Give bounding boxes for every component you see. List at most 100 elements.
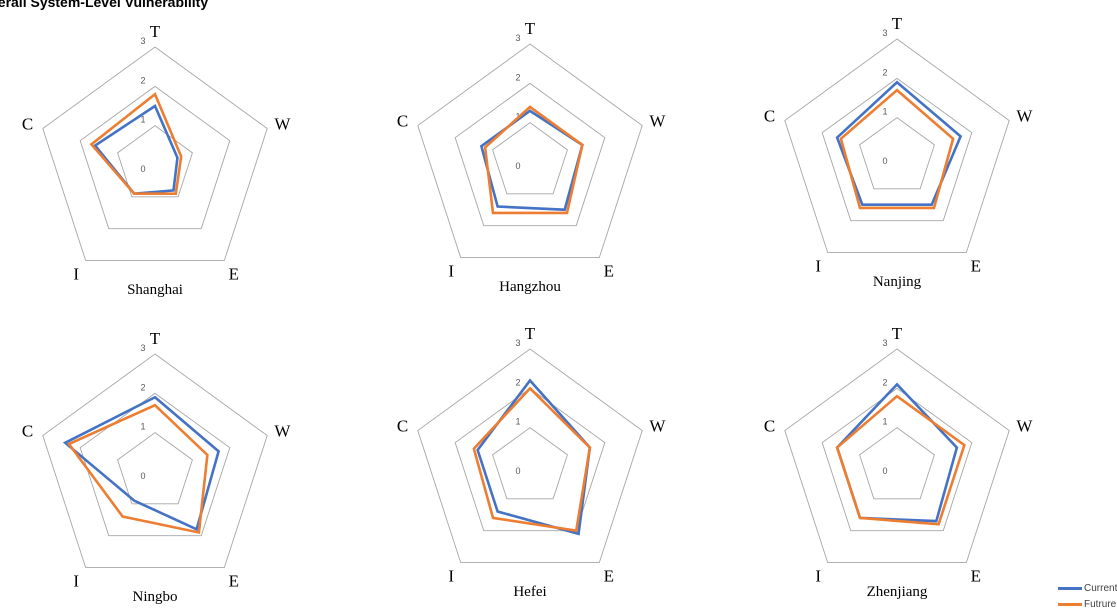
tick-label: 1 bbox=[515, 417, 520, 427]
tick-label: 1 bbox=[140, 422, 145, 432]
legend-line-current bbox=[1058, 586, 1082, 590]
grid-ring bbox=[79, 85, 231, 230]
tick-label: 0 bbox=[515, 161, 520, 171]
series-current bbox=[62, 395, 221, 532]
grid-ring bbox=[821, 77, 973, 222]
axis-label-t: T bbox=[150, 329, 161, 348]
series-current bbox=[479, 109, 584, 212]
city-title: Shanghai bbox=[127, 282, 183, 298]
axis-label-c: C bbox=[22, 422, 33, 441]
axis-label-i: I bbox=[815, 256, 821, 275]
axis-label-i: I bbox=[815, 566, 821, 585]
city-title: Zhenjiang bbox=[867, 584, 928, 600]
grid-ring bbox=[784, 348, 1010, 563]
legend: Current Futrure bbox=[1058, 580, 1117, 612]
axis-label-c: C bbox=[22, 115, 33, 134]
page-title: verall System-Level Vulnerability bbox=[0, 0, 209, 10]
tick-label: 1 bbox=[882, 107, 887, 117]
tick-label: 1 bbox=[882, 417, 887, 427]
legend-label-current: Current bbox=[1084, 582, 1117, 594]
grid-ring bbox=[42, 46, 268, 261]
grid-ring bbox=[417, 43, 643, 258]
axis-label-i: I bbox=[448, 261, 454, 280]
tick-label: 2 bbox=[140, 382, 145, 392]
grid-ring bbox=[492, 122, 568, 195]
tick-label: 2 bbox=[515, 72, 520, 82]
grid-ring bbox=[492, 427, 568, 500]
axis-label-t: T bbox=[525, 19, 536, 38]
grid-ring bbox=[117, 432, 193, 505]
series-futrure bbox=[472, 386, 592, 533]
tick-label: 3 bbox=[882, 338, 887, 348]
radar-chart-zhenjiang: 0 1 2 3 T W E I C Zhenjiang bbox=[764, 324, 1034, 600]
axis-label-w: W bbox=[649, 112, 666, 131]
tick-label: 3 bbox=[515, 33, 520, 43]
series-current bbox=[476, 378, 592, 536]
tick-label: 3 bbox=[140, 36, 145, 46]
series-futrure bbox=[66, 403, 209, 535]
tick-label: 3 bbox=[140, 343, 145, 353]
axis-label-c: C bbox=[397, 417, 408, 436]
axis-label-w: W bbox=[649, 417, 666, 436]
axis-label-t: T bbox=[892, 324, 903, 343]
series-current bbox=[93, 104, 179, 195]
grid-ring bbox=[417, 348, 643, 563]
legend-item-future: Futrure bbox=[1058, 596, 1117, 612]
axis-label-i: I bbox=[73, 264, 79, 283]
grid-ring bbox=[117, 125, 193, 198]
grid-ring bbox=[821, 387, 973, 532]
axis-label-c: C bbox=[764, 417, 775, 436]
city-title: Ningbo bbox=[133, 589, 178, 605]
axis-label-e: E bbox=[604, 261, 614, 280]
tick-label: 0 bbox=[140, 164, 145, 174]
tick-label: 2 bbox=[140, 75, 145, 85]
axis-label-e: E bbox=[229, 571, 239, 590]
city-title: Hangzhou bbox=[499, 279, 561, 295]
legend-item-current: Current bbox=[1058, 580, 1117, 596]
series-current bbox=[835, 80, 963, 207]
tick-label: 2 bbox=[882, 67, 887, 77]
tick-label: 0 bbox=[882, 156, 887, 166]
radar-chart-hefei: 0 1 2 3 T W E I C Hefei bbox=[397, 324, 667, 600]
tick-label: 1 bbox=[140, 115, 145, 125]
tick-label: 3 bbox=[882, 28, 887, 38]
axis-label-e: E bbox=[971, 256, 981, 275]
axis-label-e: E bbox=[229, 264, 239, 283]
radar-chart-nanjing: 0 1 2 3 T W E I C Nanjing bbox=[764, 14, 1034, 290]
axis-label-t: T bbox=[150, 22, 161, 41]
city-title: Nanjing bbox=[873, 274, 922, 290]
series-futrure bbox=[483, 105, 584, 215]
tick-label: 0 bbox=[882, 466, 887, 476]
axis-label-t: T bbox=[892, 14, 903, 33]
axis-label-w: W bbox=[274, 422, 291, 441]
axis-label-w: W bbox=[274, 115, 291, 134]
axis-label-e: E bbox=[604, 566, 614, 585]
series-futrure bbox=[839, 88, 955, 210]
legend-line-future bbox=[1058, 602, 1082, 606]
axis-label-w: W bbox=[1016, 417, 1033, 436]
city-title: Hefei bbox=[513, 584, 546, 600]
axis-label-i: I bbox=[73, 571, 79, 590]
grid-ring bbox=[784, 38, 1010, 253]
tick-label: 2 bbox=[882, 377, 887, 387]
axis-label-i: I bbox=[448, 566, 454, 585]
axis-label-t: T bbox=[525, 324, 536, 343]
grid-ring bbox=[42, 353, 268, 568]
grid-ring bbox=[454, 82, 606, 227]
grid-ring bbox=[859, 427, 935, 500]
axis-label-c: C bbox=[397, 112, 408, 131]
radar-chart-shanghai: 0 1 2 3 T W E I C Shanghai bbox=[22, 22, 292, 298]
radar-chart-ningbo: 0 1 2 3 T W E I C Ningbo bbox=[22, 329, 292, 605]
tick-label: 3 bbox=[515, 338, 520, 348]
tick-label: 0 bbox=[515, 466, 520, 476]
axis-label-c: C bbox=[764, 107, 775, 126]
tick-label: 0 bbox=[140, 471, 145, 481]
tick-label: 2 bbox=[515, 377, 520, 387]
series-futrure bbox=[89, 92, 183, 195]
grid-ring bbox=[859, 117, 935, 190]
axis-label-w: W bbox=[1016, 107, 1033, 126]
grid-ring bbox=[79, 392, 231, 537]
axis-label-e: E bbox=[971, 566, 981, 585]
